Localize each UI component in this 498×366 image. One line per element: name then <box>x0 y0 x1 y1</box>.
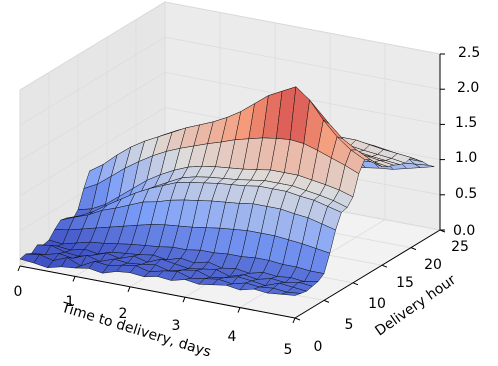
y-tick-mark <box>410 247 417 251</box>
z-tick-label: 2.5 <box>458 45 480 61</box>
y-tick-label: 20 <box>424 257 442 273</box>
y-tick-label: 10 <box>368 296 386 312</box>
surface-facet <box>281 291 302 296</box>
z-grid-line <box>19 36 441 126</box>
y-tick-label: 0 <box>314 339 323 355</box>
x-tick-labels: 0 1 2 3 4 5 <box>14 284 293 358</box>
z-tick-label: 0.0 <box>453 223 475 239</box>
z-tick-label: 1.5 <box>455 115 477 131</box>
z-tick-label: 1.0 <box>455 150 477 166</box>
y-tick-labels: 0 5 10 15 20 25 <box>314 239 469 355</box>
z-tick-labels: 0.0 0.5 1.0 1.5 2.0 2.5 <box>453 45 480 239</box>
x-tick-label: 4 <box>228 329 237 345</box>
z-grid-line <box>19 1 441 91</box>
x-tick-label: 1 <box>66 294 75 310</box>
y-tick-label: 25 <box>451 239 469 255</box>
z-grid-line <box>19 71 441 161</box>
x-axis-label: Time to delivery, days <box>59 300 213 361</box>
y-tick-mark <box>352 282 359 286</box>
y-tick-mark <box>294 317 301 321</box>
x-tick-mark <box>292 317 296 324</box>
z-tick-label: 2.0 <box>457 80 479 96</box>
z-tick-label: 0.5 <box>455 186 477 202</box>
y-tick-label: 15 <box>396 275 414 291</box>
x-tick-mark <box>237 307 241 313</box>
y-tick-mark <box>323 299 330 303</box>
y-tick-mark <box>381 264 388 268</box>
x-axis-line <box>19 265 296 319</box>
x-tick-mark <box>182 297 186 303</box>
x-tick-mark <box>17 265 21 272</box>
x-tick-label: 3 <box>172 318 181 334</box>
axis-lines <box>17 53 446 324</box>
y-axis-line <box>294 229 441 319</box>
x-tick-mark <box>127 286 131 292</box>
surface-mesh <box>19 86 435 296</box>
x-tick-label: 2 <box>119 306 128 322</box>
x-tick-mark <box>72 276 76 282</box>
x-tick-label: 5 <box>284 342 293 358</box>
y-tick-label: 5 <box>345 317 354 333</box>
x-tick-label: 0 <box>14 284 23 300</box>
